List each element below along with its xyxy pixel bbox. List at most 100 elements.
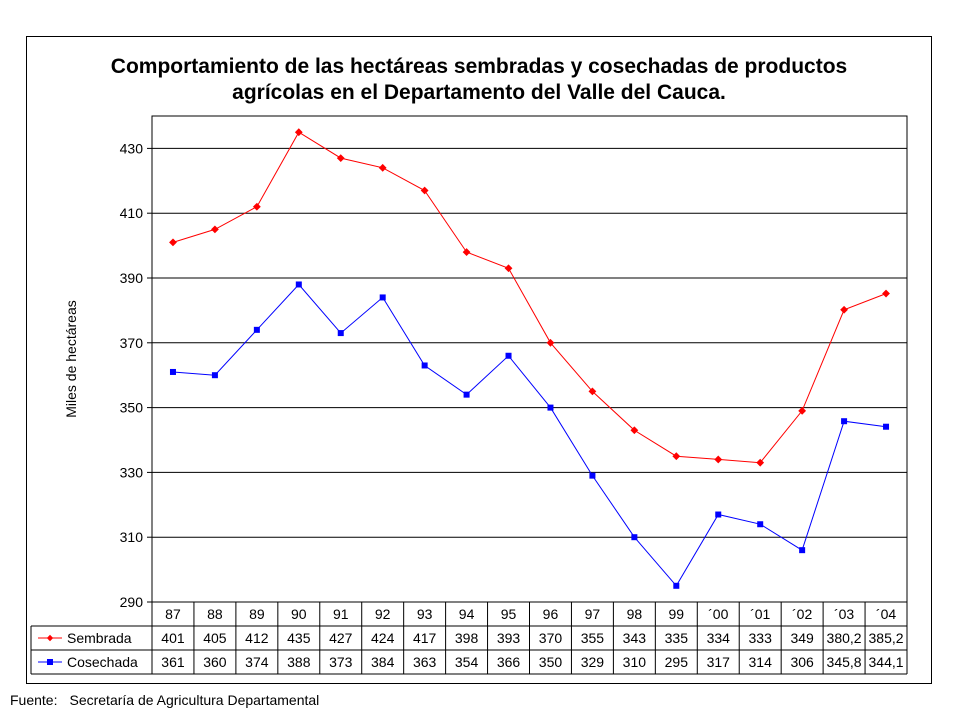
- table-value: 384: [371, 654, 395, 670]
- data-point: [211, 372, 218, 379]
- y-tick-label: 430: [120, 140, 144, 156]
- data-point: [589, 472, 596, 479]
- legend-label: Sembrada: [67, 630, 132, 646]
- x-tick-label: 98: [627, 606, 643, 622]
- data-point: [757, 521, 764, 528]
- table-value: 435: [287, 630, 311, 646]
- table-value: 417: [413, 630, 437, 646]
- table-value: 344,1: [869, 654, 904, 670]
- y-tick-label: 370: [120, 335, 144, 351]
- x-tick-label: 93: [417, 606, 433, 622]
- table-value: 314: [749, 654, 773, 670]
- table-value: 334: [707, 630, 731, 646]
- data-point: [672, 452, 681, 461]
- table-value: 343: [623, 630, 647, 646]
- table-value: 398: [455, 630, 479, 646]
- data-point: [253, 326, 260, 333]
- data-point: [756, 458, 765, 467]
- table-value: 329: [581, 654, 605, 670]
- data-point: [169, 238, 177, 247]
- table-value: 361: [161, 654, 185, 670]
- legend-key-marker: [47, 659, 53, 665]
- y-tick-label: 410: [120, 205, 144, 221]
- x-tick-label: 89: [249, 606, 265, 622]
- data-point: [715, 511, 722, 518]
- data-point: [211, 225, 219, 234]
- data-point: [169, 368, 176, 375]
- table-value: 354: [455, 654, 479, 670]
- x-tick-label: 88: [207, 606, 223, 622]
- source-note: Fuente: Secretaría de Agricultura Departa…: [10, 692, 319, 708]
- data-point: [841, 418, 848, 425]
- x-tick-label: 92: [375, 606, 391, 622]
- y-tick-label: 350: [120, 400, 144, 416]
- table-value: 370: [539, 630, 563, 646]
- table-value: 355: [581, 630, 605, 646]
- data-point: [505, 352, 512, 359]
- data-point: [799, 547, 806, 554]
- x-tick-label: 91: [333, 606, 349, 622]
- data-point: [337, 330, 344, 337]
- x-tick-label: ´02: [792, 606, 812, 622]
- data-point: [883, 423, 890, 430]
- data-point: [714, 455, 723, 464]
- y-tick-label: 310: [120, 529, 144, 545]
- data-point: [546, 338, 555, 347]
- table-value: 366: [497, 654, 521, 670]
- data-point: [379, 294, 386, 301]
- x-tick-label: ´04: [876, 606, 896, 622]
- table-value: 401: [161, 630, 185, 646]
- x-tick-label: 90: [291, 606, 307, 622]
- legend-label: Cosechada: [67, 654, 138, 670]
- table-value: 295: [665, 654, 689, 670]
- table-value: 427: [329, 630, 353, 646]
- y-tick-label: 330: [120, 464, 144, 480]
- data-point: [294, 128, 303, 137]
- y-axis-label: Miles de hectáreas: [63, 300, 79, 418]
- x-tick-label: 97: [585, 606, 601, 622]
- x-tick-label: ´01: [750, 606, 770, 622]
- data-point: [336, 154, 345, 163]
- data-point: [463, 391, 470, 398]
- y-tick-label: 290: [120, 594, 144, 610]
- data-point: [631, 534, 638, 541]
- table-value: 393: [497, 630, 521, 646]
- data-point: [588, 387, 597, 396]
- table-value: 345,8: [827, 654, 862, 670]
- x-tick-label: 96: [543, 606, 559, 622]
- source-text: Secretaría de Agricultura Departamental: [69, 692, 320, 708]
- x-tick-label: 99: [669, 606, 685, 622]
- table-value: 310: [623, 654, 647, 670]
- data-point: [462, 248, 471, 256]
- x-tick-label: ´00: [708, 606, 728, 622]
- table-value: 317: [707, 654, 731, 670]
- table-value: 349: [790, 630, 814, 646]
- table-value: 405: [203, 630, 227, 646]
- x-tick-label: 94: [459, 606, 475, 622]
- x-tick-label: ´03: [834, 606, 854, 622]
- data-point: [295, 281, 302, 288]
- table-value: 388: [287, 654, 311, 670]
- plot-area: [151, 115, 908, 603]
- data-point: [882, 289, 890, 298]
- series-line-sembrada: [172, 131, 887, 464]
- data-point: [798, 406, 807, 415]
- table-value: 412: [245, 630, 269, 646]
- table-value: 380,2: [827, 630, 862, 646]
- x-tick-label: 95: [501, 606, 517, 622]
- chart-title-line-1: Comportamiento de las hectáreas sembrada…: [110, 55, 848, 78]
- series-line-cosechada: [172, 283, 887, 587]
- chart-frame: [26, 36, 932, 684]
- table-value: 373: [329, 654, 353, 670]
- data-point: [547, 404, 554, 411]
- y-tick-label: 390: [120, 270, 144, 286]
- table-value: 333: [749, 630, 773, 646]
- table-value: 360: [203, 654, 227, 670]
- data-point: [673, 582, 680, 589]
- data-point: [840, 305, 848, 314]
- data-point: [630, 426, 639, 435]
- chart-title: Comportamiento de las hectáreas sembrada…: [26, 54, 932, 106]
- source-label: Fuente:: [10, 692, 58, 708]
- data-point: [421, 362, 428, 369]
